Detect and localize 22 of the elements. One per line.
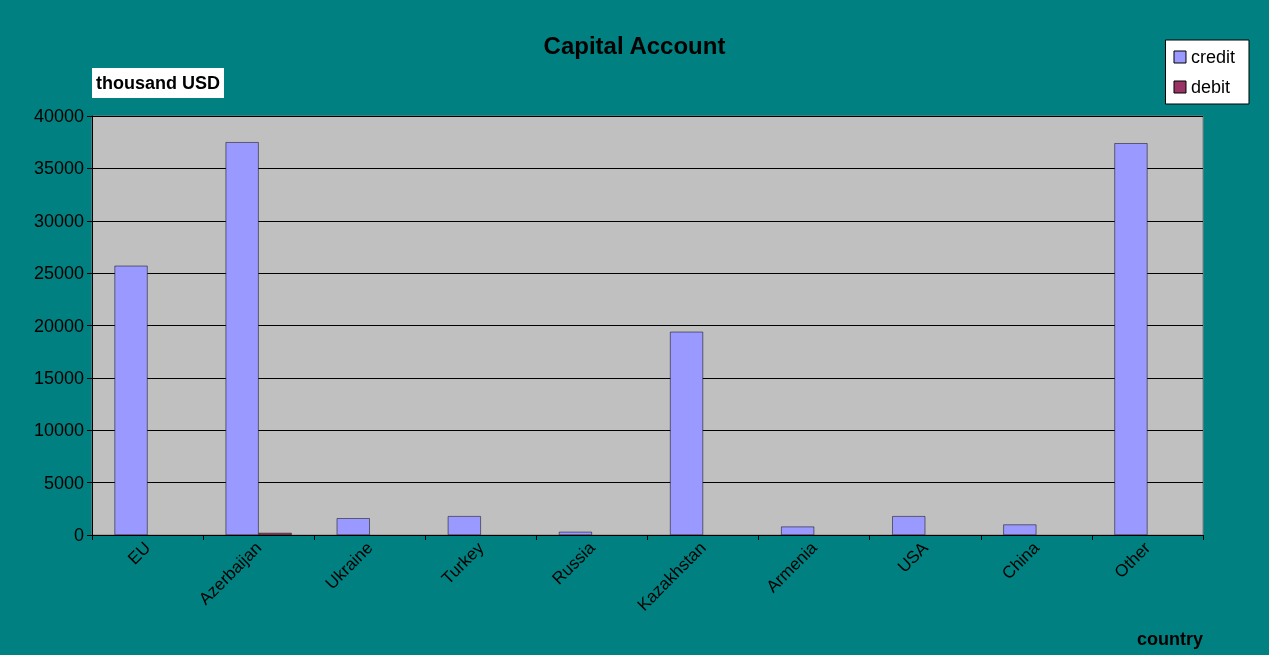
y-tick-label: 40000 xyxy=(33,106,84,126)
legend-label: debit xyxy=(1190,77,1231,97)
y-tick-label: 35000 xyxy=(33,158,84,179)
bar xyxy=(892,516,926,535)
y-tick-label: 25000 xyxy=(33,263,84,284)
x-axis-title: country xyxy=(1136,629,1203,649)
bar xyxy=(781,526,815,535)
bar xyxy=(447,516,481,535)
legend-label: credit xyxy=(1190,47,1235,67)
y-tick-label: 30000 xyxy=(33,210,84,231)
y-tick-label: 5000 xyxy=(43,472,84,493)
y-tick-label: 0 xyxy=(73,525,84,545)
bar xyxy=(1003,524,1037,535)
y-axis-title: thousand USD xyxy=(96,73,220,93)
y-tick-label: 20000 xyxy=(33,315,84,336)
y-tick-label: 15000 xyxy=(33,367,84,388)
x-tick-label: EU xyxy=(124,538,155,569)
bar xyxy=(558,531,592,535)
y-tick-label: 10000 xyxy=(33,420,84,441)
chart-title: Capital Account xyxy=(543,31,726,59)
x-tick-label: USA xyxy=(893,537,933,577)
bar xyxy=(336,518,370,535)
